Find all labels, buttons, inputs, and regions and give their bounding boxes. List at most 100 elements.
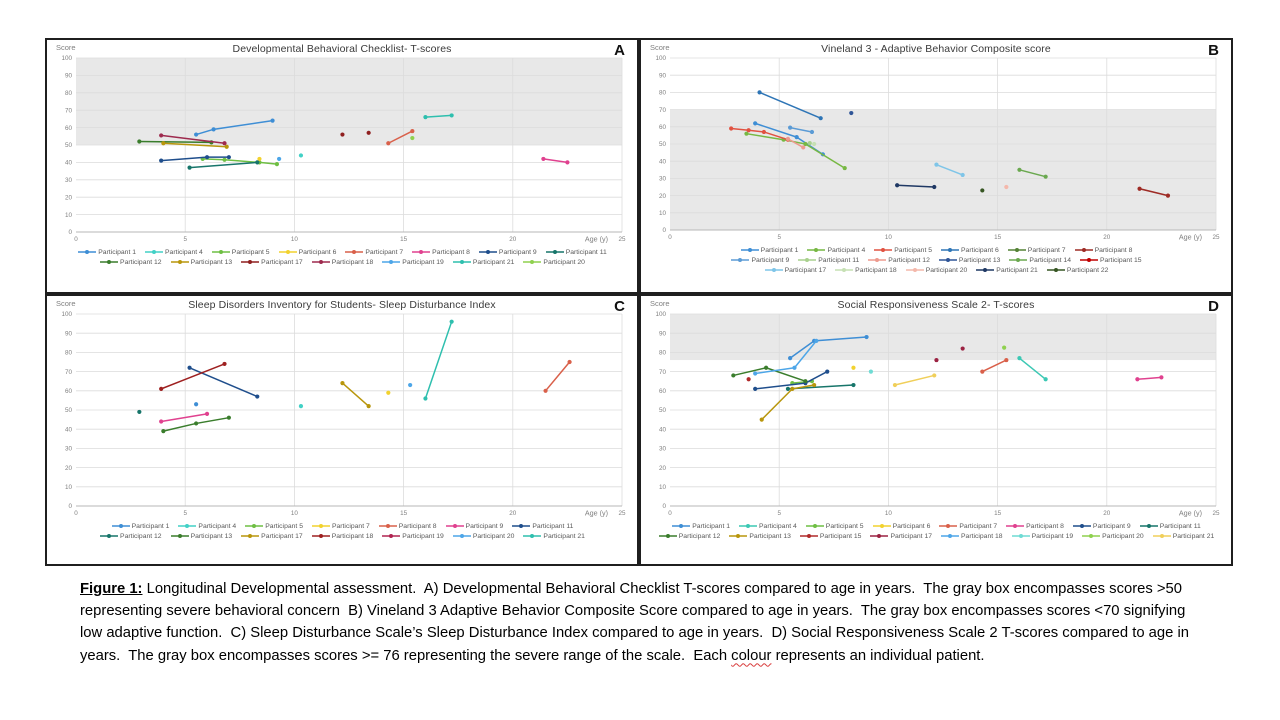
series-line [896,184,936,188]
legend-marker-icon [835,268,854,272]
legend-item: Participant 18 [311,258,373,266]
legend-item: Participant 12 [658,532,720,540]
series [731,365,808,384]
legend-item: Participant 12 [868,256,930,264]
data-point [788,125,793,130]
data-point [204,411,210,416]
legend-label: Participant 15 [819,532,862,540]
legend-item: Participant 17 [764,266,827,274]
legend-marker-icon [1006,524,1025,528]
data-point [763,365,769,370]
series-line [160,413,208,423]
y-tick-label: 100 [655,55,666,62]
data-point [1017,167,1022,172]
series-line [544,361,571,392]
legend-label: Participant 4 [198,522,237,530]
legend-item: Participant 21 [976,266,1038,274]
series [386,390,391,395]
chart-plot-area-b: 0 10 20 30 40 50 60 70 80 90 100 0 5 10 15 20 25 Age (y) [655,55,1220,241]
data-point [277,156,282,162]
legend-marker-icon [739,524,758,528]
panel-c-letter: C [614,298,625,315]
legend-label: Participant 12 [888,256,930,264]
series [849,110,854,116]
legend-label: Participant 21 [1172,532,1215,540]
data-point [274,162,280,167]
data-point [159,386,164,391]
data-point [851,365,856,370]
legend-marker-icon [382,260,401,264]
data-point [366,404,371,409]
legend-marker-icon [1079,258,1098,262]
y-tick-label: 80 [65,350,73,357]
legend-label: Participant 18 [331,532,374,540]
legend-item: Participant 5 [874,246,932,254]
y-tick-label: 50 [65,407,73,414]
y-tick-label: 60 [65,125,73,132]
x-tick-label: 5 [777,510,781,517]
data-point [270,118,275,123]
series-line [424,320,453,400]
data-point [892,382,898,388]
data-point [410,128,415,134]
series [934,346,965,363]
y-tick-label: 10 [659,484,667,491]
legend-row: Participant 1 Participant 4 Participant 5 P… [111,522,573,530]
series-line [730,127,789,141]
series-line [424,114,453,118]
gray-band [670,109,1216,230]
legend-marker-icon [939,524,958,528]
legend-marker-icon [241,260,260,264]
legend-item: Participant 13 [170,258,232,266]
legend-item: Participant 19 [1011,532,1073,540]
panel-c-title: Sleep Disorders Inventory for Students- … [188,299,496,311]
chart-legend-b: Participant 1 Participant 4 Participant 5 P… [642,246,1231,274]
legend-marker-icon [1046,268,1065,272]
series [980,188,985,193]
legend-item: Participant 8 [1074,246,1132,254]
legend-marker-icon [100,534,119,538]
legend-marker-icon [874,248,893,252]
panel-d-letter: D [1208,298,1219,315]
series [408,382,413,388]
figure-caption-text-2: represents an individual patient. [771,647,985,664]
data-point [567,359,572,365]
data-point [161,429,166,434]
y-axis-title-c: Score [56,299,76,308]
legend-item: Participant 17 [241,532,303,540]
legend-label: Participant 17 [784,266,827,274]
series-line [160,134,226,145]
legend-item: Participant 5 [211,248,270,256]
data-point [410,135,415,141]
data-point [408,382,413,388]
legend-marker-icon [523,260,542,264]
legend-marker-icon [1007,248,1026,252]
legend-marker-icon [807,248,826,252]
y-tick-label: 0 [68,229,72,236]
y-tick-label: 40 [65,160,73,167]
legend-marker-icon [100,260,119,264]
legend-marker-icon [311,534,330,538]
legend-item: Participant 7 [311,522,370,530]
data-point [1043,174,1048,179]
data-point [960,172,965,178]
legend-item: Participant 9 [1072,522,1131,530]
series-line [894,374,936,386]
legend-marker-icon [798,258,817,262]
series-line [981,359,1008,373]
data-point [423,115,428,120]
legend-label: Participant 11 [818,256,860,264]
legend-item: Participant 4 [145,248,203,256]
legend-marker-icon [976,268,995,272]
legend-label: Participant 21 [543,532,585,540]
series [1017,356,1048,382]
x-tick-label: 25 [618,510,626,517]
y-axis-title-b: Score [650,43,670,52]
legend-marker-icon [872,524,891,528]
legend-item: Participant 12 [100,258,162,266]
data-point [753,386,758,391]
x-tick-label: 20 [1103,510,1111,517]
legend-label: Participant 11 [1159,522,1201,530]
series [194,118,275,137]
legend-marker-icon [1152,534,1171,538]
